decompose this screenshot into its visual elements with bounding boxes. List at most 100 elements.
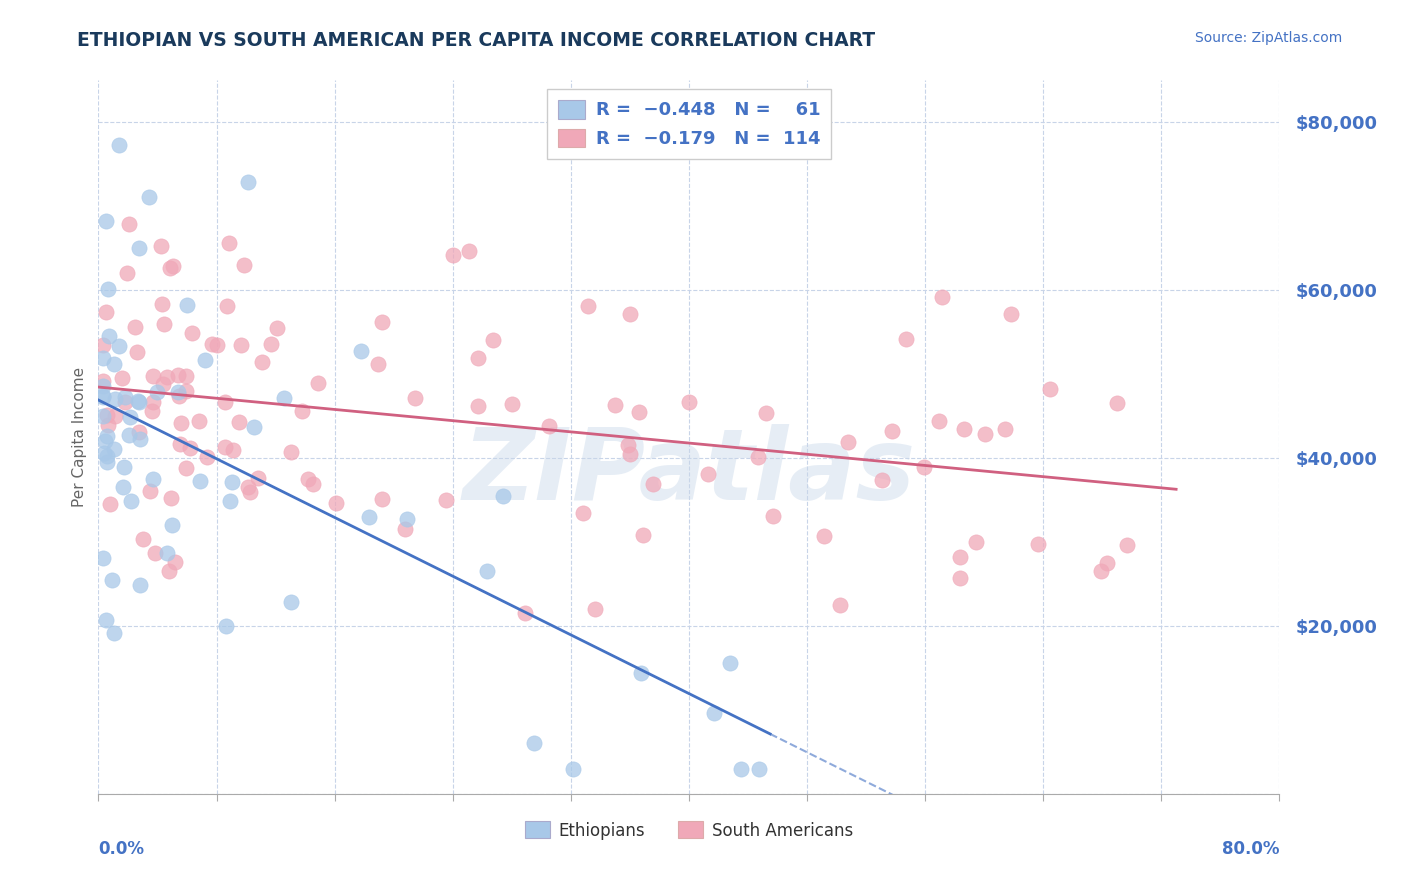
Point [91, 351, 114, 366]
Point [142, 369, 165, 384]
Point [631, 528, 654, 542]
Point [501, 397, 523, 411]
Point [96, 450, 118, 464]
Point [973, 427, 995, 442]
Point [143, 546, 166, 560]
Point [252, 355, 274, 369]
Point [93, 446, 115, 460]
Point [247, 471, 270, 485]
Point [242, 420, 264, 434]
Point [139, 483, 162, 498]
Point [120, 493, 142, 508]
Point [762, 508, 785, 523]
Point [576, 299, 599, 313]
Point [114, 395, 136, 409]
Point [949, 571, 972, 585]
Point [367, 357, 389, 371]
Point [619, 447, 641, 461]
Point [467, 399, 489, 413]
Point [103, 442, 125, 456]
Point [515, 606, 537, 620]
Point [280, 595, 302, 609]
Point [115, 266, 138, 280]
Point [571, 507, 593, 521]
Point [696, 467, 718, 481]
Point [931, 290, 953, 304]
Point [152, 376, 174, 391]
Point [949, 549, 972, 564]
Point [104, 409, 127, 423]
Point [467, 351, 489, 365]
Point [120, 409, 142, 424]
Point [1095, 556, 1118, 570]
Point [617, 438, 640, 452]
Point [97, 418, 120, 433]
Point [138, 190, 160, 204]
Point [748, 762, 770, 776]
Point [118, 217, 141, 231]
Point [194, 353, 217, 368]
Point [218, 236, 240, 251]
Point [91, 390, 114, 404]
Point [118, 427, 141, 442]
Point [150, 239, 173, 253]
Point [630, 665, 652, 680]
Point [162, 259, 184, 273]
Point [179, 441, 201, 455]
Point [174, 368, 197, 383]
Point [730, 762, 752, 776]
Point [128, 578, 150, 592]
Point [475, 564, 498, 578]
Point [98, 497, 121, 511]
Point [1028, 537, 1050, 551]
Point [124, 320, 146, 334]
Point [228, 415, 250, 429]
Point [129, 433, 152, 447]
Point [201, 336, 224, 351]
Point [538, 419, 561, 434]
Point [260, 336, 283, 351]
Point [221, 475, 243, 489]
Point [169, 389, 191, 403]
Point [174, 384, 197, 398]
Point [107, 339, 129, 353]
Point [370, 491, 392, 506]
Point [434, 492, 457, 507]
Point [628, 405, 651, 419]
Point [132, 532, 155, 546]
Point [233, 258, 256, 272]
Point [96, 409, 118, 423]
Point [828, 598, 851, 612]
Point [302, 476, 325, 491]
Point [718, 657, 741, 671]
Point [371, 315, 394, 329]
Point [492, 489, 515, 503]
Point [619, 307, 641, 321]
Point [94, 434, 117, 448]
Point [837, 434, 859, 449]
Text: 80.0%: 80.0% [1222, 840, 1279, 858]
Point [214, 440, 236, 454]
Point [1107, 396, 1129, 410]
Point [169, 437, 191, 451]
Point [217, 299, 239, 313]
Point [112, 460, 135, 475]
Point [96, 304, 118, 318]
Point [94, 214, 117, 228]
Point [993, 421, 1015, 435]
Point [94, 614, 117, 628]
Point [142, 472, 165, 486]
Point [166, 384, 188, 399]
Point [150, 296, 173, 310]
Text: Source: ZipAtlas.com: Source: ZipAtlas.com [1195, 31, 1343, 45]
Point [111, 371, 134, 385]
Point [181, 326, 204, 340]
Point [98, 329, 121, 343]
Y-axis label: Per Capita Income: Per Capita Income [72, 367, 87, 508]
Point [394, 522, 416, 536]
Point [91, 374, 114, 388]
Point [678, 394, 700, 409]
Point [103, 625, 125, 640]
Point [523, 736, 546, 750]
Point [396, 512, 419, 526]
